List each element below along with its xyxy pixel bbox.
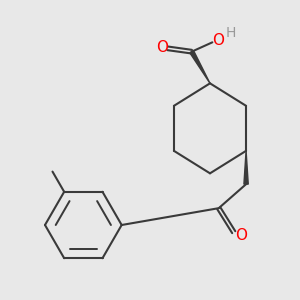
Polygon shape [190,51,210,83]
Polygon shape [244,151,248,184]
Text: O: O [156,40,168,55]
Text: H: H [226,26,236,40]
Text: O: O [212,33,224,48]
Text: O: O [235,228,247,243]
